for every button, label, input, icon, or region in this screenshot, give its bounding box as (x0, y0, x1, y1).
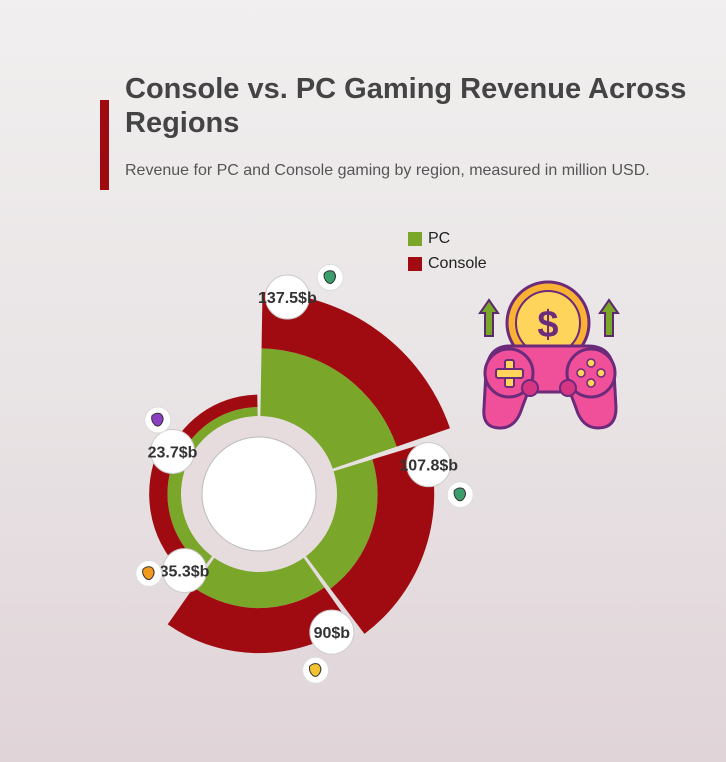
legend-swatch-pc (408, 231, 422, 246)
legend-label-pc: PC (428, 229, 451, 247)
chart-value-labels: 137.5$b 107.8$b 90$b 35.3$b 23.7$b (148, 274, 458, 655)
center-hole (201, 436, 317, 552)
svg-text:137.5$b: 137.5$b (258, 290, 317, 307)
svg-text:23.7$b: 23.7$b (148, 444, 198, 461)
gamepad-dollar-icon: $ (478, 280, 620, 430)
svg-text:$: $ (537, 304, 558, 346)
svg-text:90$b: 90$b (314, 625, 351, 642)
svg-text:35.3$b: 35.3$b (160, 564, 210, 581)
bar-console-asia[interactable] (261, 292, 450, 447)
bar-console-south-america[interactable] (149, 461, 204, 582)
chart-title: Console vs. PC Gaming Revenue Across Reg… (125, 73, 687, 139)
value-label: 137.5$b (258, 274, 317, 320)
north-america-map-icon (302, 656, 330, 684)
value-label: 35.3$b (160, 548, 210, 594)
chart-subtitle: Revenue for PC and Console gaming by reg… (125, 162, 650, 179)
legend-item-pc[interactable]: PC (408, 226, 487, 251)
value-label: 107.8$b (399, 442, 458, 488)
bar-pc-europe[interactable] (305, 459, 378, 589)
value-label: 23.7$b (148, 428, 198, 474)
africa-map-icon (144, 406, 172, 434)
legend-label-console: Console (428, 254, 487, 272)
region-icons (135, 263, 474, 684)
title-accent-bar (100, 100, 109, 190)
legend: PC Console (408, 226, 487, 276)
south-america-map-icon (135, 559, 163, 587)
chart-bars (149, 292, 450, 654)
bar-pc-south-america[interactable] (167, 467, 213, 568)
legend-swatch-console (408, 256, 422, 271)
bar-console-north-america[interactable] (167, 587, 351, 654)
asia-map-icon (316, 263, 344, 291)
bar-pc-asia[interactable] (260, 348, 397, 469)
value-label: 90$b (309, 609, 355, 655)
legend-item-console[interactable]: Console (408, 251, 487, 276)
chart-rings (181, 416, 337, 572)
bar-pc-north-america[interactable] (193, 557, 325, 609)
svg-text:107.8$b: 107.8$b (399, 458, 458, 475)
bar-console-europe[interactable] (330, 442, 435, 634)
europe-map-icon (446, 481, 474, 509)
